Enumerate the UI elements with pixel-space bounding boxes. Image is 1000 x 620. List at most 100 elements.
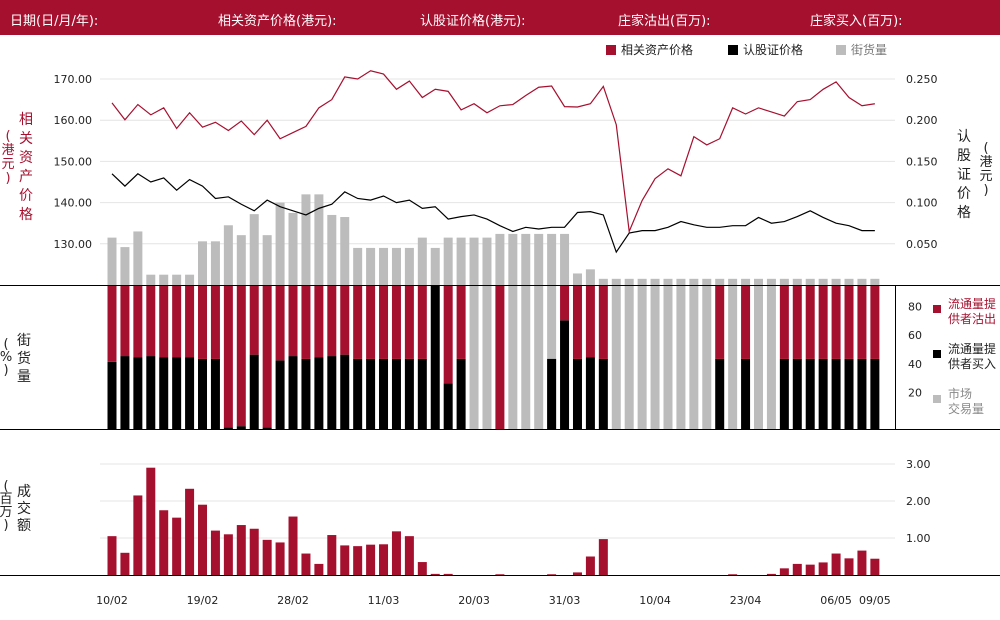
outstanding-bar bbox=[249, 214, 259, 285]
outstanding-bar bbox=[469, 237, 479, 285]
outstanding-bar bbox=[120, 247, 130, 285]
outstanding-bar bbox=[676, 278, 686, 285]
mm-sell-bar bbox=[585, 286, 595, 358]
turnover-bar bbox=[133, 495, 143, 575]
mid-axis-char: 街 bbox=[17, 333, 31, 349]
mm-buy-bar bbox=[262, 427, 272, 429]
turnover-bar bbox=[198, 504, 208, 575]
x-axis-label: 09/05 bbox=[859, 594, 891, 607]
bottom-axis-char: 交 bbox=[17, 500, 31, 517]
outstanding-bar bbox=[379, 247, 389, 285]
turnover-bar bbox=[275, 542, 285, 575]
legend-label: 街货量 bbox=[851, 42, 887, 57]
outstanding-bar bbox=[314, 194, 324, 285]
market-volume-bar bbox=[663, 286, 673, 429]
turnover-bar bbox=[301, 553, 311, 575]
mm-buy-bar bbox=[379, 358, 389, 429]
turnover-bar bbox=[236, 525, 246, 575]
top-left-unit-char: ( bbox=[5, 129, 10, 144]
mm-sell-bar bbox=[792, 286, 802, 359]
market-volume-bar bbox=[637, 286, 647, 429]
outstanding-bar bbox=[818, 278, 828, 285]
market-volume-bar bbox=[766, 286, 776, 429]
outstanding-bar bbox=[495, 233, 505, 285]
market-volume-bar bbox=[624, 286, 634, 429]
turnover-bar bbox=[159, 510, 169, 575]
turnover-bar bbox=[857, 550, 867, 575]
top-right-tick: 0.150 bbox=[906, 155, 938, 168]
mm-sell-bar bbox=[715, 286, 725, 359]
mid-tick: 60 bbox=[908, 329, 922, 342]
mm-sell-bar bbox=[353, 286, 363, 359]
mm-buy-bar bbox=[198, 358, 208, 429]
mm-sell-bar bbox=[560, 286, 570, 321]
mm-buy-bar bbox=[560, 320, 570, 429]
legend-label: 认股证价格 bbox=[743, 42, 803, 57]
outstanding-bar bbox=[236, 235, 246, 285]
outstanding-bar bbox=[391, 247, 401, 285]
outstanding-bar bbox=[353, 247, 363, 285]
outstanding-bar bbox=[870, 278, 880, 285]
mid-unit-char: ( bbox=[3, 337, 8, 352]
mm-buy-bar bbox=[547, 358, 557, 429]
mm-sell-bar bbox=[844, 286, 854, 359]
top-left-unit-char: ) bbox=[5, 171, 10, 186]
outstanding-bar bbox=[560, 233, 570, 285]
market-volume-bar bbox=[534, 286, 544, 429]
outstanding-bar bbox=[172, 274, 182, 285]
bottom-tick: 1.00 bbox=[906, 532, 931, 545]
outstanding-bar bbox=[702, 278, 712, 285]
mm-sell-bar bbox=[404, 286, 414, 359]
mm-buy-bar bbox=[818, 358, 828, 429]
mid-legend-label: 流通量提 bbox=[948, 296, 996, 311]
warrant-price-line bbox=[111, 173, 875, 254]
mm-buy-bar bbox=[185, 357, 195, 429]
mm-sell-bar bbox=[288, 286, 298, 357]
turnover-bar bbox=[404, 536, 414, 575]
market-maker-sell-label: 庄家沽出(百万): bbox=[618, 14, 711, 29]
outstanding-bar bbox=[598, 278, 608, 285]
turnover-bar bbox=[288, 516, 298, 575]
warrant-price-label: 认股证价格(港元): bbox=[420, 14, 526, 29]
mid-legend-label: 供者买入 bbox=[948, 357, 996, 371]
top-right-unit-char: 元 bbox=[979, 169, 992, 184]
outstanding-bar bbox=[611, 278, 621, 285]
mm-sell-bar bbox=[249, 286, 259, 355]
bottom-unit-char: ) bbox=[3, 518, 8, 533]
outstanding-bar bbox=[741, 278, 751, 285]
turnover-bar bbox=[262, 539, 272, 575]
mm-sell-bar bbox=[417, 286, 427, 359]
bottom-unit-char: 万 bbox=[0, 505, 13, 520]
legend-swatch bbox=[606, 45, 616, 55]
turnover-bar bbox=[805, 564, 815, 575]
top-left-unit-char: 港 bbox=[1, 143, 14, 158]
turnover-bar bbox=[766, 573, 776, 575]
top-right-tick: 0.100 bbox=[906, 197, 938, 210]
outstanding-bar bbox=[766, 278, 776, 285]
bottom-tick: 2.00 bbox=[906, 495, 931, 508]
turnover-bar bbox=[417, 562, 427, 575]
bottom-axis-char: 额 bbox=[17, 518, 31, 534]
mm-buy-bar bbox=[172, 357, 182, 429]
market-volume-bar bbox=[754, 286, 763, 429]
outstanding-bar bbox=[185, 274, 195, 285]
outstanding-bar bbox=[689, 278, 699, 285]
top-left-tick: 170.00 bbox=[54, 73, 93, 86]
x-axis-label: 23/04 bbox=[730, 594, 762, 607]
mm-buy-bar bbox=[391, 358, 401, 429]
mm-sell-bar bbox=[340, 286, 350, 355]
market-volume-bar bbox=[521, 286, 531, 429]
top-right-axis-char: 认 bbox=[957, 129, 971, 145]
top-left-axis-char: 相 bbox=[19, 112, 33, 128]
mm-buy-bar bbox=[275, 360, 285, 429]
turnover-bar bbox=[391, 531, 401, 575]
mm-buy-bar bbox=[146, 356, 156, 429]
mm-buy-bar bbox=[741, 358, 751, 429]
outstanding-bar bbox=[521, 233, 531, 285]
mm-buy-bar bbox=[805, 358, 815, 429]
x-axis-label: 10/02 bbox=[96, 594, 128, 607]
mm-sell-bar bbox=[210, 286, 220, 359]
x-axis-label: 10/04 bbox=[639, 594, 671, 607]
turnover-bar bbox=[107, 536, 117, 575]
